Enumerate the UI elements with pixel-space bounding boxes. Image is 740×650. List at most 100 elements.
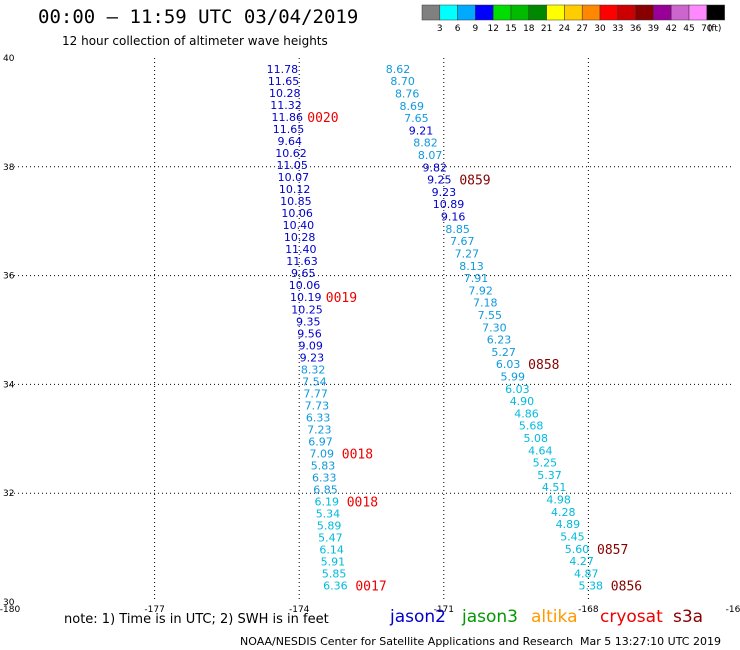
swh-value-label: 6.23 — [487, 334, 512, 347]
swh-value-label: 7.91 — [464, 272, 489, 285]
time-marker-label: 0856 — [611, 580, 642, 595]
y-tick-label: 34 — [3, 380, 15, 390]
swh-value-label: 5.85 — [322, 568, 347, 581]
colorbar-swatch — [475, 4, 494, 21]
swh-value-label: 7.55 — [478, 309, 503, 322]
swh-value-label: 6.33 — [306, 411, 331, 424]
y-tick-label: 30 — [3, 598, 15, 608]
swh-value-label: 8.69 — [400, 100, 425, 113]
swh-value-label: 8.85 — [445, 223, 470, 236]
colorbar-tick-label: 21 — [541, 24, 552, 34]
swh-value-label: 10.06 — [281, 207, 313, 220]
swh-value-label: 8.32 — [301, 363, 326, 376]
swh-value-label: 11.65 — [268, 75, 300, 88]
x-tick-label: -174 — [289, 605, 310, 615]
swh-value-label: 5.45 — [560, 530, 585, 543]
x-tick-label: -168 — [578, 605, 599, 615]
swh-value-label: 9.64 — [277, 135, 302, 148]
x-tick-label: -177 — [144, 605, 164, 615]
swh-value-label: 6.36 — [323, 580, 348, 593]
swh-value-label: 5.08 — [523, 432, 548, 445]
swh-value-label: 10.28 — [284, 231, 316, 244]
swh-value-label: 4.27 — [569, 555, 594, 568]
colorbar-tick-label: 39 — [648, 24, 660, 34]
swh-value-label: 5.60 — [565, 543, 590, 556]
colorbar-tick-label: 12 — [487, 24, 498, 34]
swh-value-label: 7.23 — [307, 423, 332, 436]
swh-value-label: 11.86 — [272, 111, 304, 124]
swh-value-label: 11.40 — [285, 243, 317, 256]
legend-jason3: jason3 — [462, 607, 518, 627]
swh-value-label: 8.70 — [390, 75, 415, 88]
y-tick-label: 38 — [3, 163, 15, 173]
swh-value-label: 5.91 — [321, 556, 346, 569]
swh-value-label: 8.07 — [418, 149, 443, 162]
colorbar-swatch — [581, 4, 601, 21]
colorbar-swatch — [688, 4, 708, 21]
time-marker-label: 0857 — [597, 543, 628, 558]
swh-value-label: 10.07 — [278, 171, 310, 184]
colorbar-tick-label: 9 — [473, 24, 479, 34]
time-marker-label: 0019 — [326, 291, 357, 306]
swh-value-label: 9.16 — [441, 211, 466, 224]
colorbar-swatch — [457, 4, 476, 21]
swh-value-label: 9.56 — [297, 327, 322, 340]
swh-value-label: 6.97 — [308, 435, 333, 448]
colorbar-swatch — [528, 4, 547, 21]
footer-timestamp: Mar 5 13:27:10 UTC 2019 — [580, 635, 721, 648]
colorbar-tick-label: 15 — [505, 24, 516, 34]
swh-value-label: 9.65 — [291, 267, 316, 280]
legend-cryosat: cryosat — [600, 607, 663, 627]
swh-value-label: 10.62 — [275, 147, 307, 160]
swh-value-label: 11.32 — [270, 99, 302, 112]
swh-value-label: 5.34 — [316, 508, 341, 521]
swh-value-label: 7.09 — [310, 447, 335, 460]
colorbar-tick-label: 30 — [594, 24, 606, 34]
swh-value-label: 5.89 — [317, 520, 342, 533]
swh-value-label: 6.03 — [496, 358, 521, 371]
swh-value-label: 4.51 — [542, 481, 567, 494]
swh-value-label: 6.33 — [312, 472, 337, 485]
colorbar-swatch — [635, 4, 654, 21]
swh-value-label: 11.63 — [286, 255, 318, 268]
swh-value-label: 7.73 — [305, 399, 330, 412]
y-tick-label: 36 — [3, 272, 15, 282]
colorbar-swatch — [599, 4, 619, 21]
y-tick-label: 40 — [3, 54, 15, 64]
x-tick-label: -171 — [434, 605, 454, 615]
time-marker-label: 0017 — [355, 580, 386, 595]
swh-value-label: 11.05 — [276, 159, 308, 172]
colorbar-swatch — [510, 4, 530, 21]
time-marker-label: 0020 — [307, 111, 338, 126]
x-tick-label: -180 — [0, 605, 20, 615]
chart-subtitle: 12 hour collection of altimeter wave hei… — [62, 34, 328, 48]
colorbar-tick-label: 24 — [559, 24, 571, 34]
colorbar-unit-label: (ft) — [708, 24, 722, 34]
time-marker-label: 0858 — [528, 358, 559, 373]
colorbar-tick-label: 3 — [437, 24, 443, 34]
swh-value-label: 5.68 — [519, 420, 544, 433]
swh-value-label: 10.25 — [291, 303, 323, 316]
time-marker-label: 0859 — [459, 174, 490, 189]
time-marker-label: 0018 — [347, 496, 378, 511]
colorbar-tick-label: 42 — [665, 24, 676, 34]
colorbar-swatch — [564, 4, 583, 21]
swh-value-label: 5.25 — [533, 457, 558, 470]
colorbar-swatch — [670, 4, 690, 21]
swh-value-label: 9.23 — [432, 186, 457, 199]
chart-title: 00:00 – 11:59 UTC 03/04/2019 — [38, 6, 359, 28]
y-tick-label: 32 — [3, 489, 14, 499]
swh-value-label: 5.99 — [501, 370, 526, 383]
legend-s3a: s3a — [673, 607, 704, 627]
swh-value-label: 8.62 — [386, 63, 411, 76]
swh-value-label: 7.67 — [450, 235, 475, 248]
swh-value-label: 5.47 — [318, 532, 343, 545]
swh-value-label: 10.85 — [280, 195, 312, 208]
swh-value-label: 10.19 — [290, 291, 322, 304]
swh-value-label: 6.03 — [505, 383, 530, 396]
x-tick-label: -16 — [726, 605, 740, 615]
swh-value-label: 6.19 — [314, 496, 339, 509]
colorbar-swatch — [546, 4, 565, 21]
swh-value-label: 10.06 — [289, 279, 321, 292]
